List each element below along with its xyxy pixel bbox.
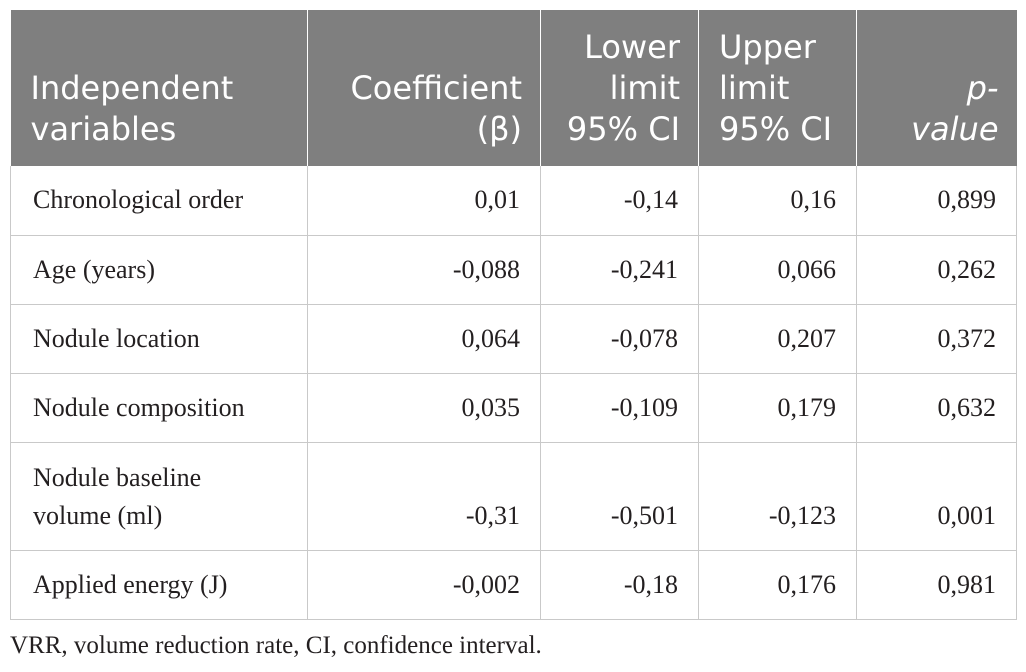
header-text: variables (30, 110, 177, 148)
cell-lower-limit: -0,14 (540, 166, 699, 236)
header-row: Independent variables Coefficient (β) Lo… (10, 10, 1017, 166)
cell-variable: Age (years) (10, 235, 308, 305)
cell-variable: Nodule composition (10, 373, 308, 443)
cell-upper-limit: 0,066 (698, 235, 857, 305)
header-text: Upper (719, 28, 816, 66)
regression-table-container: Independent variables Coefficient (β) Lo… (10, 10, 1017, 620)
header-text: limit (609, 69, 680, 107)
table-footnote: VRR, volume reduction rate, CI, confiden… (10, 632, 542, 659)
cell-variable-line: volume (ml) (33, 501, 163, 530)
cell-variable: Nodule location (10, 304, 308, 374)
table-header: Independent variables Coefficient (β) Lo… (10, 10, 1017, 166)
cell-upper-limit: 0,176 (698, 550, 857, 620)
cell-lower-limit: -0,501 (540, 442, 699, 551)
header-p-value: p- value (856, 10, 1017, 166)
table-row: Applied energy (J) -0,002 -0,18 0,176 0,… (10, 550, 1017, 620)
cell-upper-limit: -0,123 (698, 442, 857, 551)
cell-upper-limit: 0,179 (698, 373, 857, 443)
cell-upper-limit: 0,16 (698, 166, 857, 236)
header-text: p- (966, 69, 999, 107)
cell-variable: Chronological order (10, 166, 308, 236)
cell-p-value: 0,899 (856, 166, 1017, 236)
header-lower-limit: Lower limit 95% CI (540, 10, 699, 166)
table-row: Age (years) -0,088 -0,241 0,066 0,262 (10, 235, 1017, 305)
header-text: (β) (476, 110, 522, 148)
cell-p-value: 0,262 (856, 235, 1017, 305)
cell-coefficient: -0,31 (307, 442, 541, 551)
cell-variable-line: Nodule baseline (33, 463, 202, 492)
cell-coefficient: 0,035 (307, 373, 541, 443)
header-coefficient: Coefficient (β) (307, 10, 541, 166)
cell-lower-limit: -0,109 (540, 373, 699, 443)
header-text: value (911, 110, 999, 148)
header-text: 95% CI (719, 110, 833, 148)
header-text: Independent (30, 69, 234, 107)
cell-p-value: 0,632 (856, 373, 1017, 443)
header-text: Lower (584, 28, 680, 66)
table-row: Nodule baseline volume (ml) -0,31 -0,501… (10, 442, 1017, 551)
header-text: 95% CI (566, 110, 680, 148)
cell-p-value: 0,001 (856, 442, 1017, 551)
regression-table: Independent variables Coefficient (β) Lo… (10, 10, 1017, 620)
header-upper-limit: Upper limit 95% CI (698, 10, 857, 166)
table-row: Chronological order 0,01 -0,14 0,16 0,89… (10, 166, 1017, 236)
cell-lower-limit: -0,18 (540, 550, 699, 620)
header-text: Coefficient (350, 69, 522, 107)
cell-coefficient: 0,01 (307, 166, 541, 236)
cell-p-value: 0,372 (856, 304, 1017, 374)
cell-coefficient: 0,064 (307, 304, 541, 374)
cell-upper-limit: 0,207 (698, 304, 857, 374)
table-row: Nodule composition 0,035 -0,109 0,179 0,… (10, 373, 1017, 443)
cell-p-value: 0,981 (856, 550, 1017, 620)
header-independent-variables: Independent variables (10, 10, 308, 166)
cell-coefficient: -0,088 (307, 235, 541, 305)
cell-lower-limit: -0,078 (540, 304, 699, 374)
table-body: Chronological order 0,01 -0,14 0,16 0,89… (10, 166, 1017, 620)
cell-variable: Nodule baseline volume (ml) (10, 442, 308, 551)
cell-variable: Applied energy (J) (10, 550, 308, 620)
cell-coefficient: -0,002 (307, 550, 541, 620)
header-text: limit (719, 69, 790, 107)
table-row: Nodule location 0,064 -0,078 0,207 0,372 (10, 304, 1017, 374)
cell-lower-limit: -0,241 (540, 235, 699, 305)
